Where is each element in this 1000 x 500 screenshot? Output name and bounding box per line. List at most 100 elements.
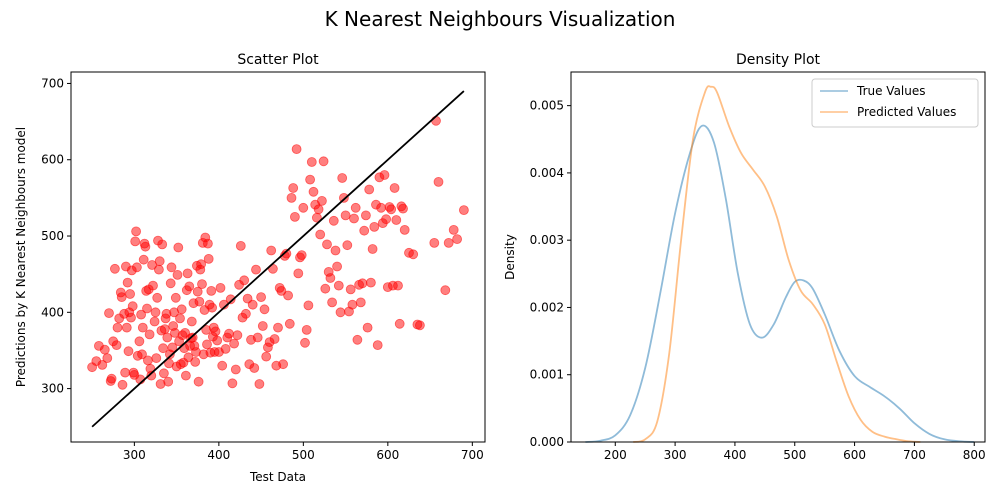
scatter-point-134 [229,338,240,349]
y-tick-label: 300 [41,382,64,396]
scatter-point-151 [257,321,268,331]
scatter-point-88 [180,370,191,381]
scatter-point-217 [369,221,380,232]
scatter-point-197 [335,307,346,318]
scatter-point-209 [355,297,366,308]
x-tick-label: 600 [376,448,399,462]
scatter-point-6 [104,308,114,319]
scatter-point-176 [300,337,310,348]
scatter-point-185 [315,229,326,240]
density-plot-frame [570,71,986,443]
scatter-point-223 [379,170,390,180]
scatter-point-62 [158,368,169,379]
density-line-predicted-values [633,85,921,443]
scatter-point-30 [130,236,141,247]
scatter-point-22 [123,346,134,357]
x-tick-label: 500 [292,448,315,462]
scatter-point-96 [187,332,198,343]
regression-line-group [91,90,465,428]
legend-frame [811,78,979,128]
scatter-point-214 [364,184,375,195]
x-tick-label: 800 [963,448,986,462]
scatter-point-34 [134,336,145,347]
x-tick-label: 700 [903,448,926,462]
scatter-point-196 [333,280,344,291]
scatter-point-191 [325,273,336,283]
scatter-point-192 [327,297,338,308]
scatter-point-198 [337,173,348,183]
scatter-point-230 [391,215,402,225]
x-tick-label: 500 [783,448,806,462]
x-tick-label: 400 [207,448,230,462]
scatter-point-194 [330,245,341,256]
scatter-point-20 [121,322,132,333]
scatter-point-83 [176,304,187,315]
scatter-point-156 [266,245,277,256]
scatter-point-187 [318,156,329,167]
y-tick-label: 0.002 [530,300,564,314]
scatter-point-237 [408,249,419,260]
scatter-point-166 [283,290,294,301]
x-tick-label: 400 [723,448,746,462]
scatter-point-129 [220,343,231,354]
scatter-point-24 [125,289,136,299]
scatter-point-174 [296,250,307,261]
scatter-point-201 [342,240,353,251]
scatter-point-18 [120,367,130,378]
scatter-point-242 [433,176,444,187]
density-legend: True Values Predicted Values [811,78,979,128]
scatter-point-39 [138,254,149,265]
scatter-point-127 [217,360,228,371]
scatter-point-227 [386,204,397,215]
scatter-point-92 [184,281,195,292]
scatter-point-36 [136,309,147,320]
scatter-point-146 [249,363,260,373]
scatter-point-15 [116,292,127,303]
scatter-point-210 [357,278,368,289]
scatter-point-91 [183,352,194,363]
scatter-point-123 [210,326,221,337]
scatter-point-53 [151,353,162,364]
x-tick-label: 700 [461,448,484,462]
scatter-point-60 [157,239,168,250]
density-x-ticks: 200 300 400 500 600 700 800 [604,442,986,462]
scatter-point-195 [332,261,343,272]
scatter-point-56 [153,264,164,275]
density-lines [585,85,975,443]
scatter-point-162 [276,285,287,296]
scatter-point-126 [215,282,226,293]
scatter-point-102 [192,286,203,297]
scatter-point-54 [152,292,163,303]
y-tick-label: 0.004 [530,166,564,180]
scatter-point-244 [443,237,454,248]
x-tick-label: 300 [664,448,687,462]
regression-line [91,90,465,428]
y-tick-label: 0.000 [530,435,564,449]
scatter-point-10 [110,263,120,274]
scatter-point-115 [203,253,214,264]
scatter-point-186 [316,195,327,206]
scatter-point-189 [322,239,332,250]
y-tick-label: 0.001 [530,368,564,382]
y-tick-label: 0.003 [530,233,564,247]
density-y-ticks: 0.000 0.001 0.002 0.003 0.004 0.005 [530,99,571,449]
scatter-point-145 [247,299,258,310]
scatter-point-79 [173,242,184,253]
scatter-point-165 [281,248,292,259]
scatter-point-25 [126,312,136,323]
scatter-point-50 [148,280,158,291]
scatter-point-149 [254,379,265,389]
scatter-point-4 [99,344,110,355]
scatter-point-179 [305,174,316,185]
scatter-point-240 [429,237,440,248]
scatter-point-167 [284,318,295,329]
scatter-point-44 [142,355,153,366]
scatter-point-3 [97,359,108,370]
scatter-point-199 [338,192,349,203]
scatter-point-57 [154,256,165,267]
x-tick-label: 200 [604,448,627,462]
scatter-point-113 [202,339,212,350]
scatter-point-43 [142,303,152,314]
scatter-point-48 [146,370,157,381]
